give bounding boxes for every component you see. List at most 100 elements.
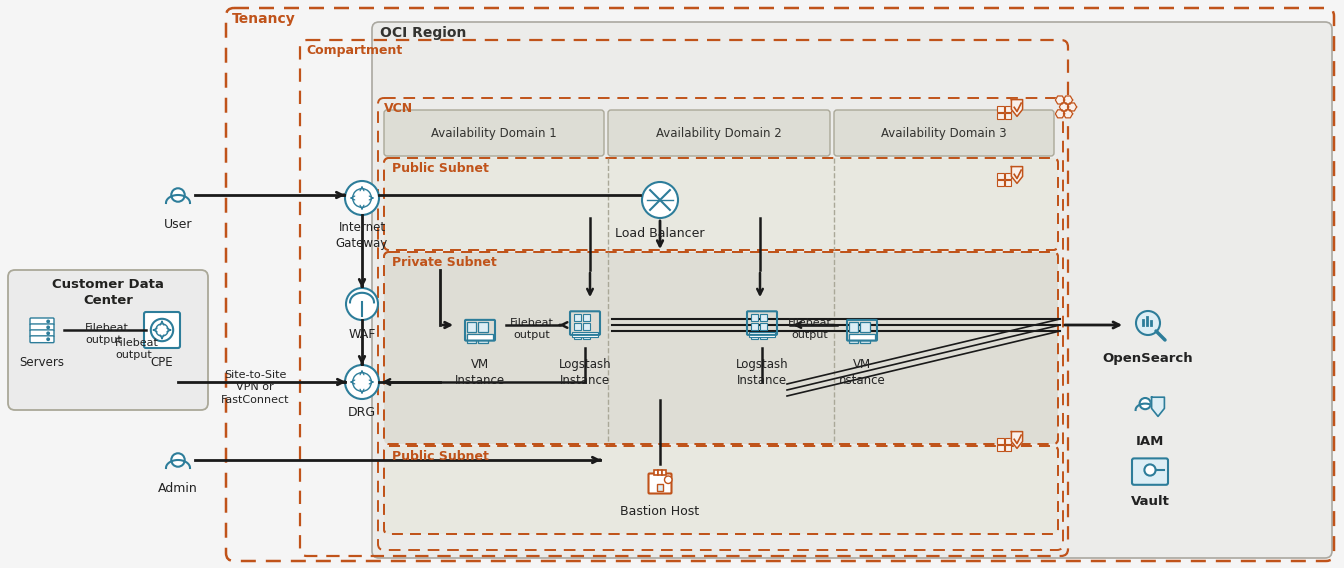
Text: VM
Instance: VM Instance: [454, 358, 505, 387]
Circle shape: [345, 365, 379, 399]
Bar: [849, 334, 859, 343]
FancyBboxPatch shape: [8, 270, 208, 410]
Text: Filebeat
output: Filebeat output: [511, 318, 554, 340]
Text: IAM: IAM: [1136, 435, 1164, 448]
Polygon shape: [1055, 110, 1064, 118]
Polygon shape: [1063, 110, 1073, 118]
Bar: [655, 470, 659, 475]
Bar: [466, 323, 476, 332]
FancyBboxPatch shape: [372, 22, 1332, 558]
Bar: [1005, 173, 1011, 179]
Circle shape: [47, 338, 50, 340]
Bar: [466, 335, 493, 340]
Circle shape: [1140, 398, 1150, 409]
Bar: [574, 314, 581, 321]
Circle shape: [642, 182, 677, 218]
Polygon shape: [1059, 103, 1068, 111]
Text: Bastion Host: Bastion Host: [621, 505, 700, 518]
Circle shape: [151, 319, 173, 341]
Bar: [751, 323, 758, 330]
Bar: [1005, 106, 1011, 112]
Text: Servers: Servers: [20, 356, 65, 369]
Bar: [1005, 438, 1011, 444]
Bar: [478, 334, 488, 343]
Bar: [583, 332, 590, 339]
Text: Logstash
Instance: Logstash Instance: [735, 358, 789, 387]
Text: Admin: Admin: [159, 482, 198, 495]
Bar: [583, 323, 590, 330]
Bar: [849, 323, 859, 332]
Circle shape: [664, 476, 672, 483]
Text: OCI Region: OCI Region: [380, 26, 466, 40]
FancyBboxPatch shape: [30, 330, 54, 337]
Bar: [466, 334, 476, 343]
Text: Filebeat
output: Filebeat output: [116, 338, 159, 361]
FancyBboxPatch shape: [384, 446, 1058, 534]
Text: Availability Domain 1: Availability Domain 1: [431, 127, 556, 140]
Text: Vault: Vault: [1130, 495, 1169, 508]
FancyBboxPatch shape: [835, 110, 1054, 156]
Circle shape: [345, 181, 379, 215]
FancyBboxPatch shape: [144, 312, 180, 348]
FancyBboxPatch shape: [607, 110, 831, 156]
Text: Filebeat
output: Filebeat output: [788, 318, 832, 340]
Text: Load Balancer: Load Balancer: [616, 227, 704, 240]
FancyBboxPatch shape: [30, 336, 54, 343]
Polygon shape: [1152, 397, 1164, 416]
FancyBboxPatch shape: [384, 158, 1058, 250]
Bar: [997, 438, 1004, 444]
Text: Availability Domain 3: Availability Domain 3: [882, 127, 1007, 140]
FancyBboxPatch shape: [649, 474, 672, 494]
Circle shape: [47, 332, 50, 335]
Text: Availability Domain 2: Availability Domain 2: [656, 127, 782, 140]
Bar: [1005, 445, 1011, 452]
Text: CPE: CPE: [151, 356, 173, 369]
Bar: [478, 323, 488, 332]
Bar: [997, 173, 1004, 179]
Bar: [860, 334, 870, 343]
Polygon shape: [1055, 96, 1064, 104]
Text: Compartment: Compartment: [306, 44, 402, 57]
Bar: [997, 113, 1004, 119]
Bar: [657, 470, 663, 475]
Text: Internet
Gateway: Internet Gateway: [336, 221, 388, 250]
Circle shape: [345, 288, 378, 320]
Bar: [997, 106, 1004, 112]
Bar: [749, 332, 775, 337]
FancyBboxPatch shape: [384, 252, 1058, 444]
Bar: [573, 332, 598, 337]
Bar: [759, 332, 767, 339]
Circle shape: [171, 188, 184, 202]
Bar: [583, 314, 590, 321]
Circle shape: [171, 453, 184, 467]
Bar: [574, 332, 581, 339]
Bar: [657, 483, 663, 491]
Text: User: User: [164, 218, 192, 231]
Circle shape: [47, 320, 50, 323]
Bar: [860, 323, 870, 332]
Text: Filebeat
output: Filebeat output: [85, 323, 129, 345]
Text: OpenSearch: OpenSearch: [1102, 352, 1193, 365]
FancyBboxPatch shape: [1132, 458, 1168, 485]
Bar: [1005, 113, 1011, 119]
Circle shape: [1144, 465, 1156, 475]
Circle shape: [47, 326, 50, 328]
Polygon shape: [1012, 166, 1023, 183]
Text: WAF: WAF: [348, 328, 376, 341]
Bar: [849, 335, 875, 340]
Text: Site-to-Site
VPN or
FastConnect: Site-to-Site VPN or FastConnect: [220, 370, 289, 405]
Text: Private Subnet: Private Subnet: [392, 256, 497, 269]
Text: Public Subnet: Public Subnet: [392, 450, 489, 463]
Text: Public Subnet: Public Subnet: [392, 162, 489, 175]
Polygon shape: [1067, 103, 1077, 111]
Bar: [1005, 180, 1011, 186]
Bar: [574, 323, 581, 330]
Circle shape: [1136, 311, 1160, 335]
Bar: [997, 445, 1004, 452]
Text: Tenancy: Tenancy: [233, 12, 296, 26]
Bar: [759, 323, 767, 330]
FancyBboxPatch shape: [384, 110, 603, 156]
Text: VCN: VCN: [384, 102, 413, 115]
Bar: [759, 314, 767, 321]
Text: Logstash
Instance: Logstash Instance: [559, 358, 612, 387]
